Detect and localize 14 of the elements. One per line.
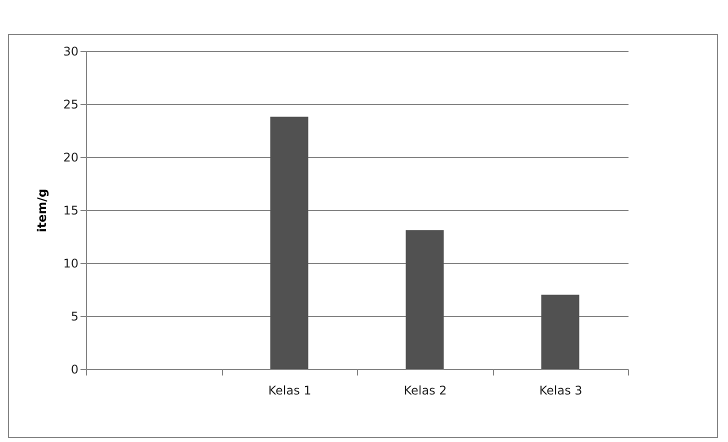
- y-tick-label: 20: [63, 150, 78, 164]
- y-tick-label: 25: [63, 98, 78, 112]
- x-tick-label: Kelas 2: [404, 384, 447, 398]
- bar: [541, 294, 580, 369]
- y-tick-label: 10: [63, 256, 78, 270]
- y-tick-label: 5: [70, 310, 78, 324]
- y-tick-label: 30: [63, 44, 78, 58]
- y-tick-label: 0: [70, 362, 78, 376]
- bar: [270, 116, 308, 369]
- y-axis-title: item/g: [35, 188, 50, 232]
- x-tick-label: Kelas 3: [539, 384, 582, 398]
- x-tick-label: Kelas 1: [268, 384, 312, 398]
- y-tick-label: 15: [63, 204, 78, 218]
- bar: [406, 230, 444, 369]
